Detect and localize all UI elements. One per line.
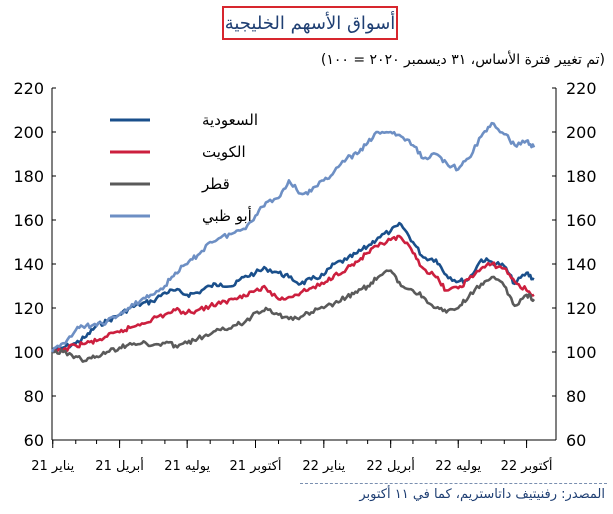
source-label: المصدر:	[561, 487, 605, 502]
chart-axes: 60 60 80 80 100 100 120 120 140 140 160 160 180 180 20…	[13, 79, 596, 474]
y-tick-label-left: 80	[24, 387, 44, 406]
source-note: المصدر: رفنيتيف داتاستريم، كما في ١١ أكت…	[359, 487, 605, 502]
chart-subtitle: (تم تغيير فترة الأساس، ٣١ ديسمبر ٢٠٢٠ = …	[320, 52, 605, 68]
chart-title: أسواق الأسهم الخليجية	[222, 6, 398, 40]
y-tick-label-right: 80	[566, 387, 586, 406]
y-tick-label-left: 120	[13, 299, 44, 318]
series-line	[51, 269, 536, 363]
y-tick-label-right: 60	[566, 431, 586, 450]
y-tick-label-right: 200	[566, 123, 597, 142]
y-tick-label-right: 100	[566, 343, 597, 362]
x-tick-label: أبريل 22	[366, 457, 415, 474]
y-tick-label-left: 220	[13, 79, 44, 98]
y-tick-label-right: 180	[566, 167, 597, 186]
y-tick-label-left: 160	[13, 211, 44, 230]
source-text: رفنيتيف داتاستريم، كما في ١١ أكتوبر	[359, 487, 558, 502]
chart-legend: السعودية الكويت قطر أبو ظبي	[110, 111, 258, 226]
series-line	[50, 121, 536, 353]
legend-label: الكويت	[202, 143, 246, 161]
x-tick-label: يوليه 21	[164, 459, 210, 474]
y-tick-label-right: 220	[566, 79, 597, 98]
y-tick-label-left: 140	[13, 255, 44, 274]
y-tick-label-left: 180	[13, 167, 44, 186]
y-tick-label-left: 60	[24, 431, 44, 450]
y-tick-label-right: 140	[566, 255, 597, 274]
x-tick-label: أكتوبر 21	[230, 457, 282, 474]
x-tick-label: أكتوبر 22	[501, 457, 553, 474]
x-tick-label: يناير 21	[31, 459, 74, 474]
legend-label: السعودية	[202, 111, 258, 129]
chart-series-lines	[50, 121, 536, 363]
y-tick-label-left: 100	[13, 343, 44, 362]
x-tick-label: أبريل 21	[95, 457, 144, 474]
legend-label: أبو ظبي	[202, 206, 252, 226]
legend-label: قطر	[201, 175, 230, 193]
source-divider	[300, 483, 607, 484]
x-tick-label: يوليه 22	[435, 459, 481, 474]
series-line	[50, 234, 535, 353]
y-tick-label-right: 120	[566, 299, 597, 318]
y-tick-label-right: 160	[566, 211, 597, 230]
x-tick-label: يناير 22	[302, 459, 345, 474]
y-tick-label-left: 200	[13, 123, 44, 142]
